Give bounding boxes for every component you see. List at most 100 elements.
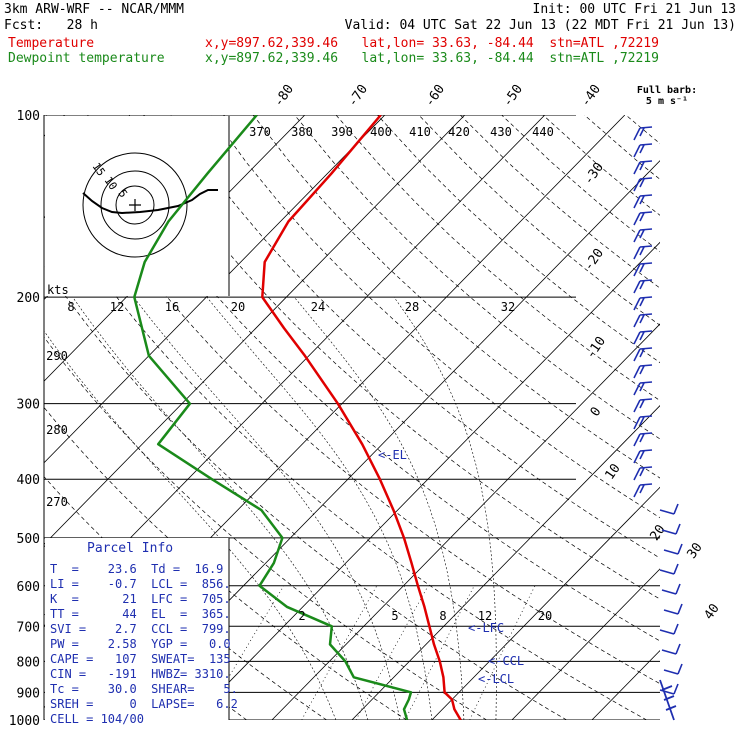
isotherm-label: 40 bbox=[701, 601, 722, 622]
theta-label: 290 bbox=[46, 349, 68, 363]
level-marker: <-LFC bbox=[468, 621, 504, 635]
init-time: Init: 00 UTC Fri 21 Jun 13 bbox=[532, 2, 737, 17]
dewpoint-profile bbox=[133, 115, 413, 720]
hodograph-ring bbox=[82, 152, 188, 258]
wind-barb bbox=[633, 296, 653, 311]
wind-barb bbox=[633, 347, 653, 362]
isotherm-label: -10 bbox=[583, 334, 609, 362]
hodograph-ring bbox=[115, 185, 155, 225]
dry-adiabat bbox=[44, 264, 567, 720]
theta-label: 270 bbox=[46, 495, 68, 509]
wind-barb bbox=[633, 177, 653, 192]
temperature-location: x,y=897.62,339.46 lat,lon= 33.63, -84.44… bbox=[205, 36, 659, 51]
wind-barbs bbox=[633, 126, 683, 721]
pressure-tick-200: 200 bbox=[17, 291, 40, 306]
wind-barb bbox=[633, 330, 653, 345]
dry-adiabat bbox=[44, 336, 487, 720]
isotherm bbox=[191, 241, 660, 720]
dry-adiabat bbox=[44, 188, 647, 720]
mixing-ratio-line bbox=[301, 585, 378, 720]
forecast-hour: Fcst: 28 h bbox=[4, 18, 98, 33]
pressure-tick-600: 600 bbox=[17, 580, 40, 595]
isotherm-label: -50 bbox=[500, 82, 526, 110]
dry-adiabat bbox=[252, 115, 660, 479]
parcel-row: Tc = 30.0 SHEAR= 5. bbox=[50, 682, 238, 696]
isotherm-label: -40 bbox=[578, 82, 604, 110]
wind-barb bbox=[663, 663, 683, 675]
theta-label: 420 bbox=[448, 125, 470, 139]
dry-adiabat bbox=[0, 115, 7, 720]
wind-barb bbox=[633, 466, 653, 481]
temperature-legend-label: Temperature bbox=[8, 36, 95, 51]
parcel-row: SREH = 0 LAPSE= 6.2 bbox=[50, 697, 238, 711]
level-marker: <-LCL bbox=[478, 672, 514, 686]
wind-barb bbox=[663, 543, 683, 555]
pressure-tick-700: 700 bbox=[17, 620, 40, 635]
wind-barb bbox=[633, 364, 653, 379]
hodograph-trace bbox=[82, 189, 218, 215]
dewpoint-legend-label: Dewpoint temperature bbox=[8, 51, 165, 66]
wind-barb bbox=[661, 643, 681, 655]
dry-adiabat bbox=[170, 115, 660, 559]
isotherm-label: -20 bbox=[581, 246, 607, 274]
dry-adiabat bbox=[418, 115, 660, 326]
wind-barb bbox=[633, 126, 653, 141]
wind-speed-tick: 8 bbox=[67, 300, 74, 314]
mixing-ratio-line bbox=[202, 585, 285, 720]
isotherm-label: -60 bbox=[422, 82, 448, 110]
isotherm-label: -30 bbox=[581, 160, 607, 188]
mixing-ratio-label: 8 bbox=[439, 609, 446, 623]
level-marker: <-CCL bbox=[488, 654, 524, 668]
moist-adiabat bbox=[293, 296, 465, 720]
pressure-tick-400: 400 bbox=[17, 473, 40, 488]
pressure-tick-100: 100 bbox=[17, 109, 40, 124]
pressure-tick-900: 900 bbox=[17, 686, 40, 701]
theta-label: 400 bbox=[370, 125, 392, 139]
isotherm bbox=[44, 115, 386, 464]
dry-adiabat bbox=[501, 115, 660, 252]
moist-adiabat bbox=[44, 330, 337, 720]
wind-barb bbox=[633, 194, 653, 209]
theta-label: 430 bbox=[490, 125, 512, 139]
wind-speed-tick: 32 bbox=[501, 300, 515, 314]
parcel-row: TT = 44 EL = 365. bbox=[50, 607, 231, 621]
theta-label: 280 bbox=[46, 423, 68, 437]
barb-legend-units: 5 m s⁻¹ bbox=[646, 96, 688, 107]
dewpoint-location: x,y=897.62,339.46 lat,lon= 33.63, -84.44… bbox=[205, 51, 659, 66]
wind-barb bbox=[661, 583, 681, 595]
dry-adiabat bbox=[335, 115, 660, 402]
dry-adiabat bbox=[45, 115, 660, 685]
wind-barb bbox=[659, 679, 677, 721]
wind-barb bbox=[633, 398, 653, 413]
level-marker: <-EL bbox=[378, 448, 407, 462]
wind-barb bbox=[633, 160, 653, 175]
pressure-tick-800: 800 bbox=[17, 655, 40, 670]
parcel-row: LI = -0.7 LCL = 856. bbox=[50, 577, 231, 591]
wind-barb bbox=[659, 503, 679, 515]
isotherm bbox=[271, 323, 660, 720]
mixing-ratio-line bbox=[355, 585, 429, 720]
parcel-row: CELL = 104/00 bbox=[50, 712, 144, 726]
hodograph-speed-label: kts bbox=[47, 283, 69, 297]
mixing-ratio-label: 12 bbox=[478, 609, 492, 623]
wind-speed-tick: 24 bbox=[311, 300, 325, 314]
isotherm-label: 20 bbox=[647, 522, 668, 543]
dry-adiabat bbox=[87, 115, 660, 642]
isotherm bbox=[591, 649, 660, 720]
theta-label: 440 bbox=[532, 125, 554, 139]
hodograph-ring bbox=[100, 170, 170, 240]
wind-barb bbox=[659, 563, 679, 575]
temperature-profile bbox=[261, 115, 462, 720]
parcel-row: SVI = 2.7 CCL = 799. bbox=[50, 622, 231, 636]
dry-adiabat bbox=[584, 115, 660, 180]
wind-barb bbox=[633, 228, 653, 243]
wind-barb bbox=[633, 415, 653, 430]
wind-barb bbox=[633, 313, 653, 328]
mixing-ratio-label: 5 bbox=[391, 609, 398, 623]
mixing-ratio-line bbox=[404, 585, 475, 720]
parcel-box-bg bbox=[45, 538, 229, 720]
wind-barb bbox=[633, 279, 653, 294]
valid-time: Valid: 04 UTC Sat 22 Jun 13 (22 MDT Fri … bbox=[344, 18, 736, 33]
parcel-info-box: Parcel Info T = 23.6 Td = 16.9LI = -0.7 L… bbox=[45, 538, 238, 726]
moist-adiabat bbox=[206, 296, 433, 720]
